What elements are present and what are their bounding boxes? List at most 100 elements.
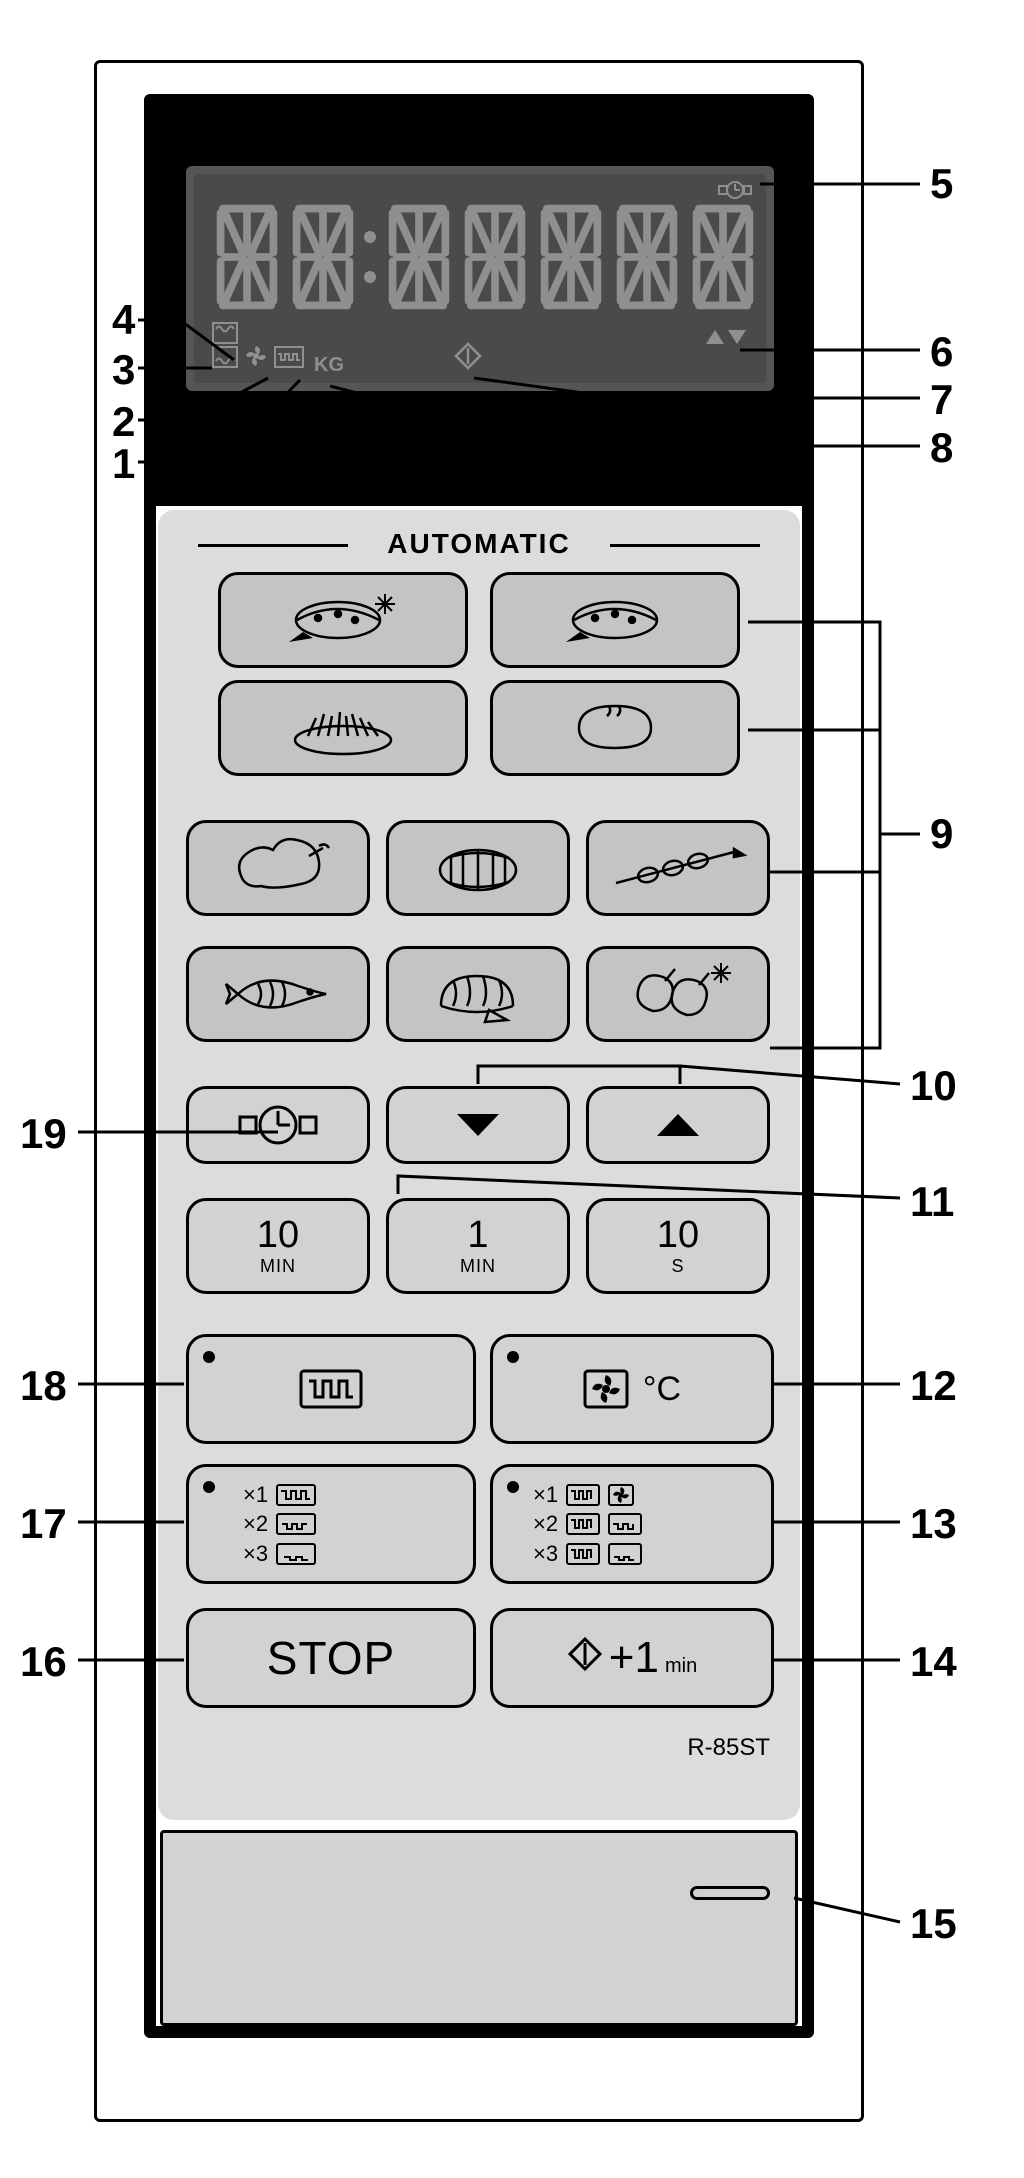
plus1-unit: min [665, 1655, 697, 1678]
grill-mini-icon [566, 1484, 600, 1506]
auto-pad-cake[interactable] [386, 946, 570, 1042]
grill-icon [299, 1369, 363, 1409]
callout-3: 3 [112, 346, 135, 394]
less-button[interactable] [386, 1086, 570, 1164]
lcd-kg-label: KG [314, 354, 344, 377]
clock-button[interactable] [186, 1086, 370, 1164]
lcd-seg-7 [688, 202, 758, 312]
start-plus1-button[interactable]: +1 min [490, 1608, 774, 1708]
callout-17: 17 [20, 1500, 67, 1548]
callout-12: 12 [910, 1362, 957, 1410]
skewer-icon [608, 843, 748, 893]
clock-icon [238, 1103, 318, 1147]
lcd-seg-3 [384, 202, 454, 312]
dual-mode-button[interactable]: ×1 ×2 ×3 [490, 1464, 774, 1584]
celsius-label: °C [643, 1370, 681, 1409]
lcd-grill-bottom-icon [212, 346, 238, 373]
dual-levels: ×1 ×2 ×3 [533, 1481, 642, 1568]
callout-9: 9 [930, 810, 953, 858]
lcd-seg-6 [612, 202, 682, 312]
time-10min-button[interactable]: 10 MIN [186, 1198, 370, 1294]
fries-plate-icon [283, 698, 403, 758]
plus1-label: +1 [609, 1633, 659, 1683]
time-10min-unit: MIN [260, 1256, 296, 1277]
callout-16: 16 [20, 1638, 67, 1686]
title-line-left [198, 544, 348, 547]
time-10s-button[interactable]: 10 S [586, 1198, 770, 1294]
title-line-right [610, 544, 760, 547]
auto-pad-defrost-legs[interactable] [586, 946, 770, 1042]
keypad-body: AUTOMATIC [158, 510, 800, 1820]
auto-pad-potato[interactable] [490, 680, 740, 776]
wave-high-icon [276, 1484, 316, 1506]
lcd-up-down-icon [704, 328, 748, 353]
time-10s-value: 10 [657, 1216, 699, 1254]
callout-1: 1 [112, 440, 135, 488]
model-label: R-85ST [687, 1734, 770, 1762]
lcd-start-icon [454, 342, 482, 375]
potato-icon [565, 698, 665, 758]
callout-5: 5 [930, 160, 953, 208]
lcd-segments [212, 202, 758, 312]
lcd-colon [364, 231, 378, 283]
lcd-grill-top-icon [212, 322, 238, 349]
auto-pad-roast[interactable] [386, 820, 570, 916]
fan-boxed-icon [583, 1369, 629, 1409]
time-1min-value: 1 [467, 1216, 488, 1254]
chicken-legs-icon [613, 961, 743, 1027]
callout-19: 19 [20, 1110, 67, 1158]
stop-button[interactable]: STOP [186, 1608, 476, 1708]
auto-pad-fries[interactable] [218, 680, 468, 776]
lcd-seg-1 [212, 202, 282, 312]
time-10s-unit: S [671, 1256, 684, 1277]
indicator-dot [507, 1351, 519, 1363]
wave-low-icon [276, 1543, 316, 1565]
time-1min-button[interactable]: 1 MIN [386, 1198, 570, 1294]
indicator-dot [507, 1481, 519, 1493]
time-10min-value: 10 [257, 1216, 299, 1254]
up-triangle-icon [653, 1110, 703, 1140]
door-slot [690, 1886, 770, 1900]
auto-pad-pizza-frozen[interactable] [218, 572, 468, 668]
power-levels: ×1 ×2 ×3 [243, 1481, 316, 1568]
lcd-window: KG [186, 166, 774, 391]
callout-4: 4 [112, 296, 135, 344]
auto-pad-skewer[interactable] [586, 820, 770, 916]
grill-mode-button[interactable] [186, 1334, 476, 1444]
lcd-seg-5 [536, 202, 606, 312]
wave-med-icon [276, 1513, 316, 1535]
pizza-icon [555, 590, 675, 650]
callout-8: 8 [930, 424, 953, 472]
microwave-power-button[interactable]: ×1 ×2 ×3 [186, 1464, 476, 1584]
indicator-dot [203, 1481, 215, 1493]
display-region: KG [156, 106, 802, 506]
lcd-microwave-icon [274, 346, 304, 373]
callout-14: 14 [910, 1638, 957, 1686]
stop-label: STOP [267, 1631, 395, 1685]
door-open-panel[interactable] [160, 1830, 798, 2026]
lcd-seg-2 [288, 202, 358, 312]
more-button[interactable] [586, 1086, 770, 1164]
auto-pad-fish[interactable] [186, 946, 370, 1042]
fan-mini-icon [608, 1484, 634, 1506]
callout-13: 13 [910, 1500, 957, 1548]
callout-18: 18 [20, 1362, 67, 1410]
chicken-icon [223, 836, 333, 900]
convection-mode-button[interactable]: °C [490, 1334, 774, 1444]
start-diamond-icon [567, 1636, 603, 1672]
pizza-icon [283, 590, 403, 650]
cake-icon [423, 962, 533, 1026]
callout-10: 10 [910, 1062, 957, 1110]
down-triangle-icon [453, 1110, 503, 1140]
control-panel-frame: KG AUTOMATIC [144, 94, 814, 2038]
callout-7: 7 [930, 376, 953, 424]
roast-icon [423, 838, 533, 898]
auto-pad-pizza[interactable] [490, 572, 740, 668]
fish-icon [218, 966, 338, 1022]
lcd-seg-4 [460, 202, 530, 312]
time-1min-unit: MIN [460, 1256, 496, 1277]
auto-pad-chicken[interactable] [186, 820, 370, 916]
callout-6: 6 [930, 328, 953, 376]
diagram-canvas: KG AUTOMATIC [0, 0, 1024, 2178]
callout-2: 2 [112, 398, 135, 446]
